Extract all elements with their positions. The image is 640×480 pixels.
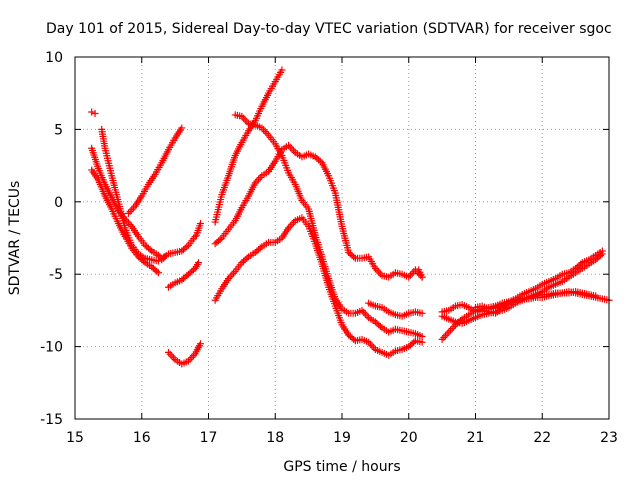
- x-tick-label: 17: [200, 430, 218, 446]
- series-markers: [192, 220, 204, 239]
- series-arc-d: [98, 125, 169, 265]
- series-markers: [211, 141, 426, 281]
- series-markers: [98, 125, 169, 265]
- series-arc-a: [88, 108, 99, 117]
- x-tick-label: 16: [133, 430, 151, 446]
- series-markers: [164, 259, 202, 291]
- series-arc-r: [472, 288, 600, 313]
- y-tick-label: -5: [49, 267, 63, 283]
- series-layer: [88, 66, 613, 368]
- series-arc-k: [211, 214, 426, 359]
- y-tick-label: -10: [40, 340, 63, 356]
- series-markers: [365, 299, 426, 320]
- y-tick-label: -15: [40, 412, 63, 428]
- series-arc-e: [124, 124, 186, 217]
- series-arc-j: [211, 141, 426, 281]
- series-markers: [438, 247, 606, 317]
- series-markers: [231, 111, 426, 340]
- y-tick-label: 10: [45, 50, 63, 66]
- y-tick-label: 0: [54, 195, 63, 211]
- x-tick-label: 20: [400, 430, 418, 446]
- series-arc-n: [415, 266, 426, 281]
- series-markers: [211, 66, 286, 226]
- series-arc-h: [192, 220, 204, 239]
- x-tick-label: 19: [333, 430, 351, 446]
- y-axis-ticks: 10 5 0 -5 -10 -15: [40, 50, 609, 428]
- x-tick-label: 21: [467, 430, 485, 446]
- series-arc-i: [211, 66, 286, 226]
- series-arc-o: [438, 247, 606, 317]
- series-arc-f: [164, 259, 202, 291]
- x-tick-label: 23: [600, 430, 618, 446]
- series-arc-b: [88, 144, 199, 262]
- chart-title: Day 101 of 2015, Sidereal Day-to-day VTE…: [46, 21, 612, 37]
- series-arc-l: [231, 111, 426, 340]
- x-axis-label: GPS time / hours: [283, 459, 400, 475]
- series-markers: [124, 124, 186, 217]
- series-markers: [211, 214, 426, 359]
- x-tick-label: 22: [533, 430, 551, 446]
- series-markers: [88, 144, 199, 262]
- series-arc-g: [164, 340, 204, 368]
- y-axis-label: SDTVAR / TECUs: [7, 181, 23, 296]
- x-tick-label: 15: [66, 430, 84, 446]
- series-markers: [415, 266, 426, 281]
- x-tick-label: 18: [266, 430, 284, 446]
- series-arc-m: [365, 299, 426, 320]
- y-tick-label: 5: [54, 122, 63, 138]
- x-axis-ticks: 15 16 17 18 19 20 21 22 23: [66, 57, 618, 446]
- series-markers: [88, 108, 99, 117]
- series-markers: [164, 340, 204, 368]
- grid: [75, 57, 609, 419]
- series-markers: [472, 288, 600, 313]
